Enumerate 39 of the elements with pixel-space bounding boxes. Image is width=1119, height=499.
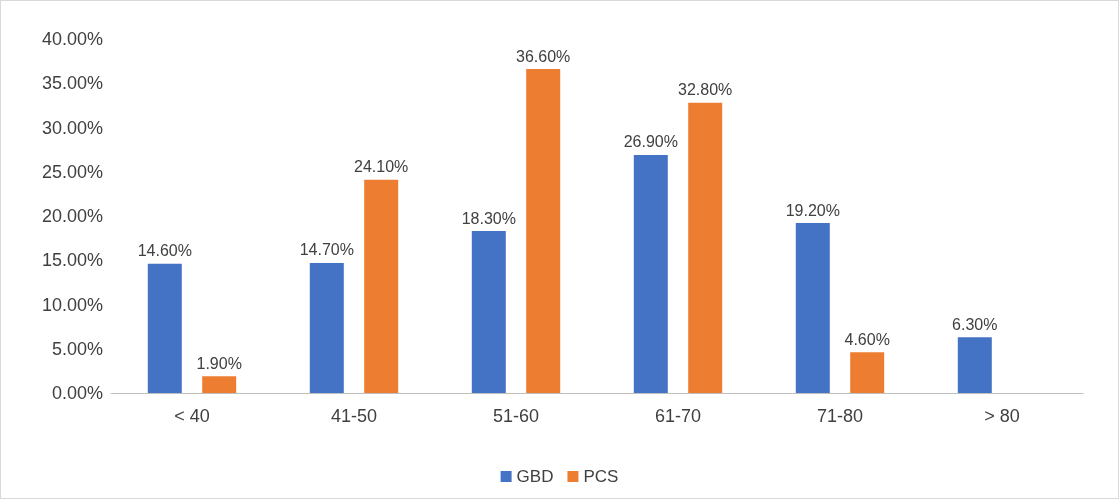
- y-tick-label: 15.00%: [41, 250, 103, 271]
- bar: [471, 231, 506, 393]
- y-tick-label: 30.00%: [41, 117, 103, 138]
- data-label: 4.60%: [844, 330, 890, 348]
- legend-label: GBD: [516, 467, 554, 486]
- bar: [147, 263, 182, 393]
- data-label: 1.90%: [196, 354, 242, 372]
- y-tick-label: 20.00%: [41, 206, 103, 226]
- data-label: 19.20%: [785, 201, 840, 219]
- x-tick-label: < 40: [174, 406, 210, 426]
- data-label: 14.70%: [299, 241, 354, 259]
- y-tick-label: 35.00%: [41, 73, 103, 94]
- bar: [364, 179, 399, 393]
- legend-label: PCS: [583, 467, 619, 486]
- bar: [795, 223, 830, 393]
- y-tick-label: 25.00%: [41, 161, 103, 182]
- bar: [633, 154, 668, 393]
- data-label: 6.30%: [952, 315, 998, 333]
- data-label: 32.80%: [678, 81, 733, 99]
- data-label: 36.60%: [516, 47, 571, 65]
- bar: [309, 262, 344, 393]
- x-tick-label: 51-60: [492, 406, 540, 426]
- bar: [202, 376, 237, 393]
- x-tick-label: 61-70: [654, 406, 702, 426]
- x-tick-label: 41-50: [330, 406, 378, 426]
- y-tick-label: 40.00%: [41, 29, 103, 49]
- data-label: 26.90%: [623, 133, 678, 151]
- bar: [850, 352, 885, 393]
- bar: [957, 337, 992, 393]
- x-tick-label: 71-80: [816, 406, 864, 426]
- data-label: 14.60%: [137, 242, 192, 260]
- data-label: 18.30%: [461, 209, 516, 227]
- x-tick-label: > 80: [984, 406, 1020, 426]
- y-tick-label: 10.00%: [41, 294, 103, 315]
- y-tick-label: 0.00%: [51, 383, 103, 403]
- bar: [526, 69, 561, 393]
- data-label: 24.10%: [354, 158, 409, 176]
- bar: [688, 102, 723, 393]
- y-tick-label: 5.00%: [51, 338, 103, 359]
